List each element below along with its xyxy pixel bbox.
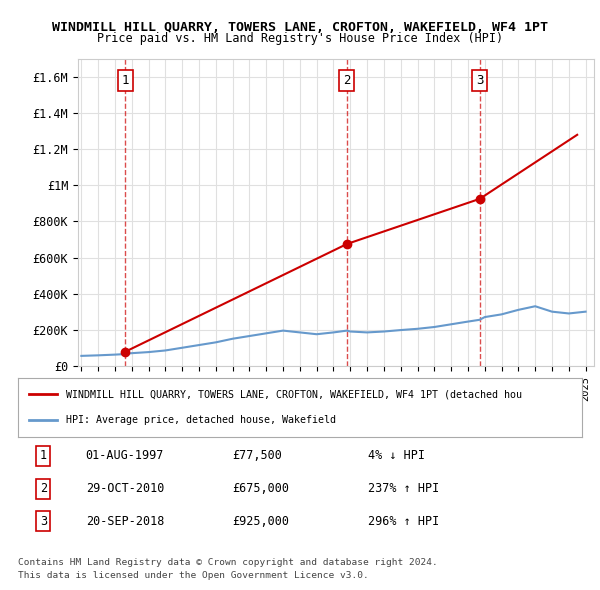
Text: HPI: Average price, detached house, Wakefield: HPI: Average price, detached house, Wake… (66, 415, 336, 425)
Text: WINDMILL HILL QUARRY, TOWERS LANE, CROFTON, WAKEFIELD, WF4 1PT (detached hou: WINDMILL HILL QUARRY, TOWERS LANE, CROFT… (66, 389, 522, 399)
Text: £925,000: £925,000 (232, 515, 289, 528)
Text: 296% ↑ HPI: 296% ↑ HPI (368, 515, 439, 528)
Text: Price paid vs. HM Land Registry's House Price Index (HPI): Price paid vs. HM Land Registry's House … (97, 32, 503, 45)
Text: £675,000: £675,000 (232, 482, 289, 495)
Text: 1: 1 (40, 450, 47, 463)
Text: 1: 1 (121, 74, 129, 87)
Text: This data is licensed under the Open Government Licence v3.0.: This data is licensed under the Open Gov… (18, 571, 369, 580)
Text: 3: 3 (476, 74, 484, 87)
Text: £77,500: £77,500 (232, 450, 282, 463)
Text: 01-AUG-1997: 01-AUG-1997 (86, 450, 164, 463)
Text: 29-OCT-2010: 29-OCT-2010 (86, 482, 164, 495)
Text: Contains HM Land Registry data © Crown copyright and database right 2024.: Contains HM Land Registry data © Crown c… (18, 558, 438, 566)
Text: 2: 2 (40, 482, 47, 495)
Text: 20-SEP-2018: 20-SEP-2018 (86, 515, 164, 528)
Text: WINDMILL HILL QUARRY, TOWERS LANE, CROFTON, WAKEFIELD, WF4 1PT: WINDMILL HILL QUARRY, TOWERS LANE, CROFT… (52, 21, 548, 34)
Text: 4% ↓ HPI: 4% ↓ HPI (368, 450, 425, 463)
Text: 3: 3 (40, 515, 47, 528)
Text: 237% ↑ HPI: 237% ↑ HPI (368, 482, 439, 495)
Text: 2: 2 (343, 74, 350, 87)
